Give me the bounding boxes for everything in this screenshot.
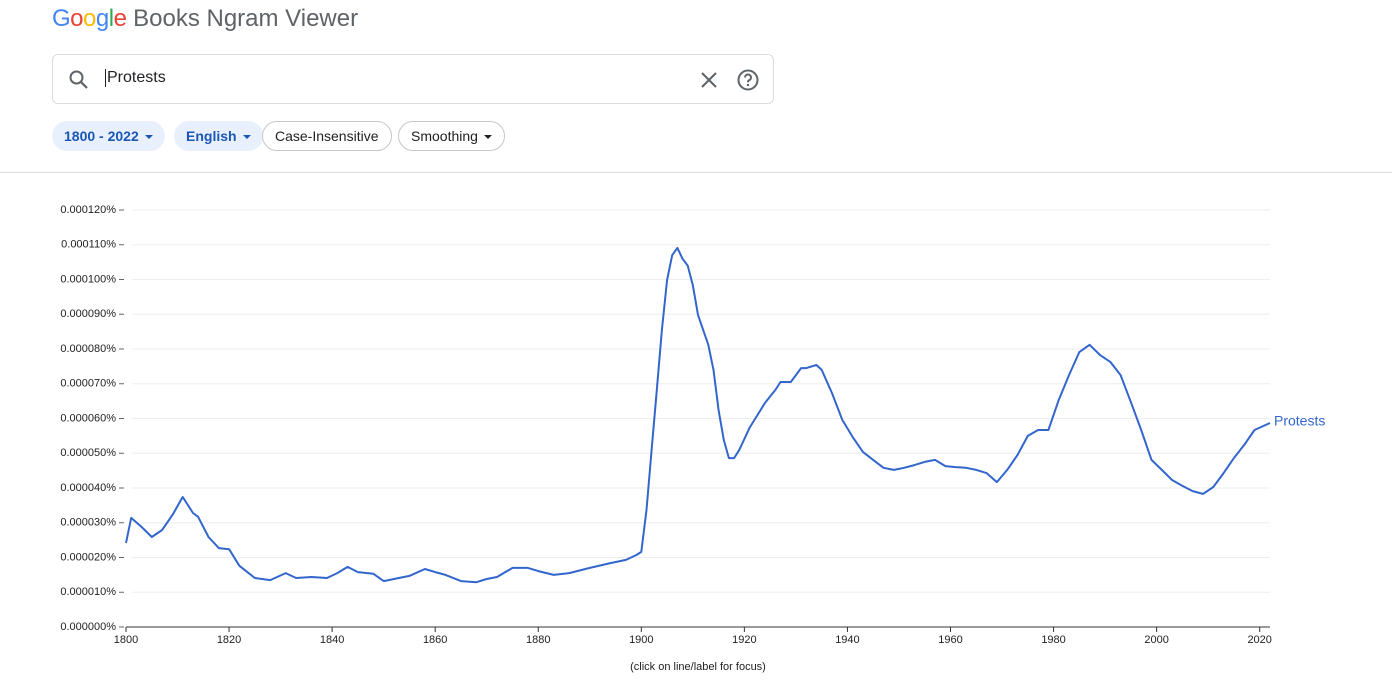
chip-label: 1800 - 2022 <box>64 128 139 144</box>
y-tick-label: 0.000040% <box>60 482 116 494</box>
x-tick-label: 1960 <box>938 634 962 646</box>
x-tick-label: 2000 <box>1144 634 1168 646</box>
series-line[interactable] <box>125 246 1271 584</box>
y-tick-label: 0.000100% <box>60 273 116 285</box>
y-tick-label: 0.000070% <box>60 378 116 390</box>
y-tick-label: 0.000010% <box>60 586 116 598</box>
y-tick-label: 0.000020% <box>60 551 116 563</box>
search-icon <box>69 70 88 89</box>
y-tick-label: 0.000000% <box>60 621 116 633</box>
x-tick-label: 2020 <box>1247 634 1271 646</box>
case-chip[interactable]: Case-Insensitive <box>262 121 392 151</box>
x-tick-label: 1900 <box>629 634 653 646</box>
series-label[interactable]: Protests <box>1274 413 1325 429</box>
x-tick-label: 1920 <box>732 634 756 646</box>
x-tick-label: 1980 <box>1041 634 1065 646</box>
smoothing-chip[interactable]: Smoothing <box>398 121 505 151</box>
y-tick-label: 0.000030% <box>60 517 116 529</box>
y-tick-label: 0.000080% <box>60 343 116 355</box>
logo: Google Books Ngram Viewer <box>52 5 358 33</box>
y-tick-label: 0.000060% <box>60 412 116 424</box>
help-button[interactable] <box>736 68 760 92</box>
x-tick-label: 1880 <box>526 634 550 646</box>
y-tick-label: 0.000120% <box>60 204 116 216</box>
search-query[interactable]: Protests <box>105 69 166 87</box>
corpus-chip[interactable]: English <box>174 121 263 151</box>
app-title: Books Ngram Viewer <box>133 5 359 32</box>
divider <box>0 172 1392 173</box>
x-tick-label: 1840 <box>320 634 344 646</box>
x-tick-label: 1860 <box>423 634 447 646</box>
chip-label: Case-Insensitive <box>275 128 379 144</box>
chart-note: (click on line/label for focus) <box>630 661 766 673</box>
chip-label: Smoothing <box>411 128 478 144</box>
y-tick-label: 0.000110% <box>61 239 116 251</box>
x-tick-label: 1940 <box>835 634 859 646</box>
logo-mark[interactable]: Google <box>52 5 127 32</box>
chip-label: English <box>186 128 237 144</box>
year-range-chip[interactable]: 1800 - 2022 <box>52 121 165 151</box>
x-tick-label: 1820 <box>217 634 241 646</box>
search-box[interactable]: Protests <box>52 54 774 104</box>
chart: (click on line/label for focus) 0.000000… <box>60 204 1325 673</box>
y-tick-label: 0.000090% <box>60 308 116 320</box>
x-tick-label: 1800 <box>114 634 138 646</box>
y-tick-label: 0.000050% <box>60 447 116 459</box>
clear-button[interactable] <box>699 70 719 90</box>
